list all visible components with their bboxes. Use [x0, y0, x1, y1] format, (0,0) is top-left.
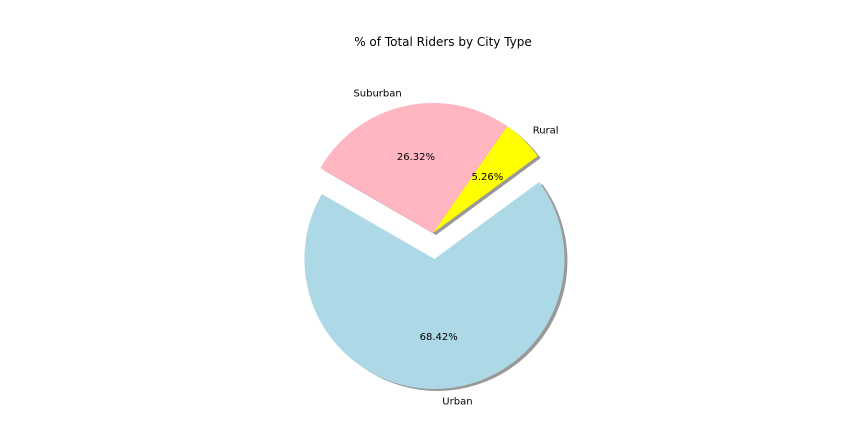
slice-percent-urban: 68.42% — [420, 332, 458, 343]
slice-label-urban: Urban — [442, 397, 472, 408]
slice-label-suburban: Suburban — [353, 88, 401, 99]
slice-label-rural: Rural — [533, 126, 559, 137]
slice-labels: Urban 68.42% Rural 5.26% Suburban 26.32% — [353, 88, 558, 407]
slice-urban — [304, 181, 565, 389]
pie-slices — [304, 102, 565, 389]
slice-suburban — [320, 102, 508, 233]
slice-percent-suburban: 26.32% — [397, 152, 435, 163]
slice-percent-rural: 5.26% — [472, 172, 504, 183]
slice-rural — [433, 126, 538, 233]
chart-title: % of Total Riders by City Type — [354, 35, 532, 49]
